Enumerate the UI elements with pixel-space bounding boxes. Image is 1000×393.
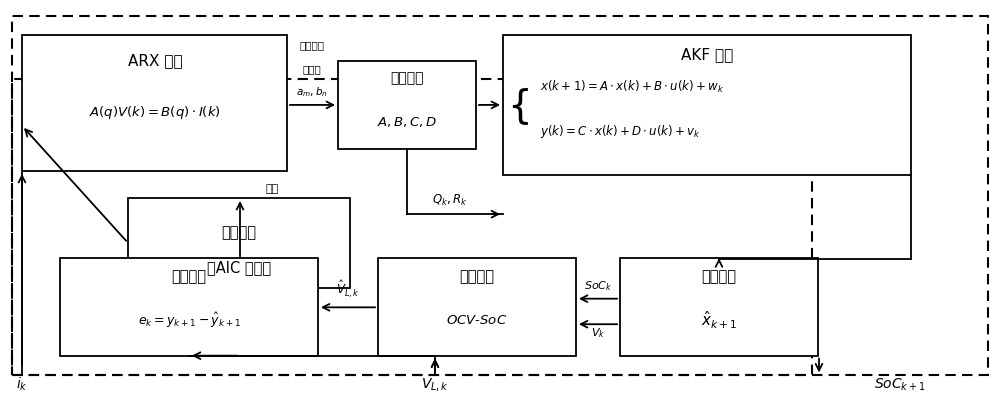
Bar (378, 258, 576, 356)
Text: （AIC 准则）: （AIC 准则） (207, 261, 271, 275)
Text: $x(k+1) = A \cdot x(k) + B \cdot u(k) + w_k$: $x(k+1) = A \cdot x(k) + B \cdot u(k) + … (540, 79, 724, 94)
Text: $V_k$: $V_k$ (591, 326, 605, 340)
Text: $y(k) = C \cdot x(k) + D \cdot u(k) + v_k$: $y(k) = C \cdot x(k) + D \cdot u(k) + v_… (540, 123, 701, 140)
Text: $\hat{x}_{k+1}$: $\hat{x}_{k+1}$ (701, 310, 737, 331)
Bar (128, 198, 350, 288)
Text: 估计电压: 估计电压 (460, 270, 494, 285)
Text: $A,B,C,D$: $A,B,C,D$ (377, 115, 437, 129)
Text: $A(q)V(k) = B(q) \cdot I(k)$: $A(q)V(k) = B(q) \cdot I(k)$ (89, 103, 221, 121)
Text: 定阶: 定阶 (265, 184, 279, 194)
Text: $V_{L,k}$: $V_{L,k}$ (421, 376, 449, 393)
Text: 二乘法: 二乘法 (303, 64, 321, 74)
Text: 递推最小: 递推最小 (300, 40, 324, 50)
Text: 系数矩阵: 系数矩阵 (390, 72, 424, 86)
Text: $i_k$: $i_k$ (16, 376, 28, 393)
Bar (503, 35, 911, 175)
Text: 估计误差: 估计误差 (172, 270, 207, 285)
Bar (22, 35, 287, 171)
Text: 遗传算法: 遗传算法 (222, 225, 256, 240)
Text: $a_m, b_n$: $a_m, b_n$ (296, 85, 328, 99)
Text: $OCV$-$SoC$: $OCV$-$SoC$ (446, 314, 508, 327)
Text: 估计状态: 估计状态 (702, 270, 736, 285)
Text: $\hat{V}_{L,k}$: $\hat{V}_{L,k}$ (336, 278, 360, 299)
Text: $SoC_k$: $SoC_k$ (584, 279, 612, 293)
Text: $SoC_{k+1}$: $SoC_{k+1}$ (874, 376, 926, 393)
Bar (338, 61, 476, 149)
Bar (620, 258, 818, 356)
Text: ARX 模型: ARX 模型 (128, 53, 182, 68)
Text: $\{$: $\{$ (507, 86, 529, 127)
Text: AKF 算法: AKF 算法 (681, 48, 733, 62)
Text: $e_k = y_{k+1} - \hat{y}_{k+1}$: $e_k = y_{k+1} - \hat{y}_{k+1}$ (138, 311, 240, 330)
Text: $Q_k, R_k$: $Q_k, R_k$ (432, 193, 468, 208)
Bar (60, 258, 318, 356)
